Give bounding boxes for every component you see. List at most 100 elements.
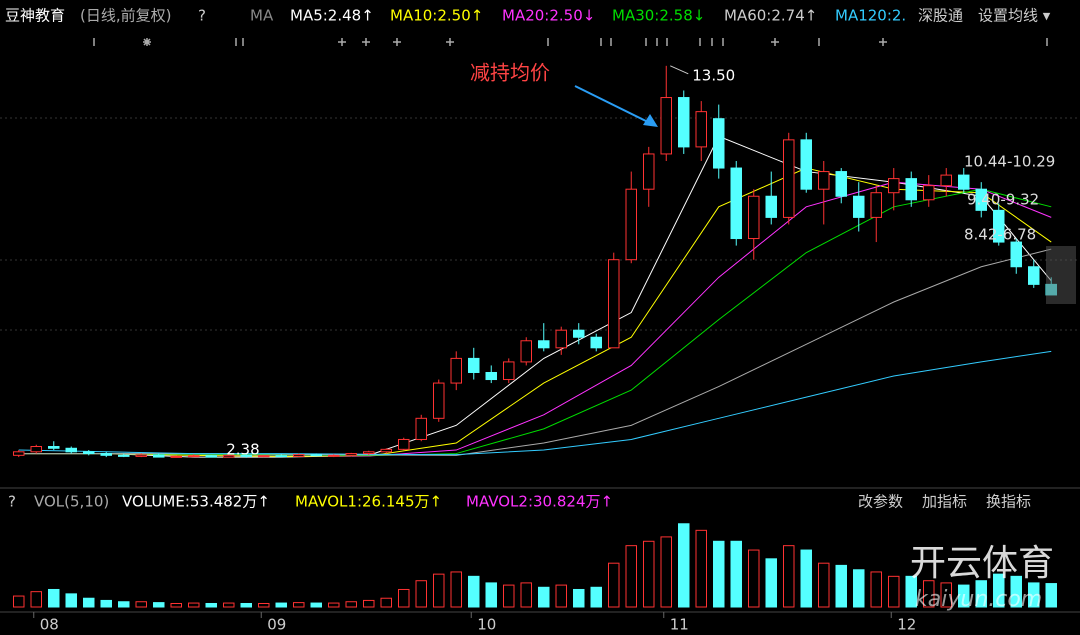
volume-bar <box>905 575 917 608</box>
volume-bar <box>363 599 375 608</box>
marker-row <box>93 38 1048 46</box>
volume-bar <box>48 588 60 608</box>
volume-bar <box>888 575 900 608</box>
annotation-arrow <box>574 85 653 125</box>
ma-line <box>18 350 1052 456</box>
candle-body <box>135 454 147 457</box>
candle-body <box>765 195 777 218</box>
volume-bar <box>1028 582 1040 608</box>
volume-bar <box>660 536 672 608</box>
x-tick-label: 10 <box>477 616 496 634</box>
volume-bar <box>818 562 830 608</box>
volume-bar <box>100 599 112 608</box>
volume-bar <box>65 593 77 608</box>
peak-leader <box>670 65 689 75</box>
candle-body <box>853 195 865 218</box>
volume-bar <box>940 582 952 608</box>
candle-body <box>503 361 515 381</box>
header-item: MA <box>250 7 274 25</box>
candle-body <box>100 453 112 456</box>
candle-body <box>275 455 287 458</box>
volume-bar <box>328 602 340 608</box>
candle-body <box>940 174 952 187</box>
volume-bar <box>398 588 410 608</box>
volume-header-item: ? <box>8 493 16 511</box>
candle-body <box>485 371 497 381</box>
candle-body <box>205 455 217 458</box>
volume-bar <box>590 586 602 608</box>
volume-bar <box>258 602 270 608</box>
volume-bar <box>310 602 322 608</box>
candle-body <box>975 188 987 211</box>
x-tick-label: 08 <box>40 616 59 634</box>
candle-body <box>433 382 445 419</box>
candle-body <box>678 97 690 148</box>
trough-label: 2.38 <box>226 440 259 458</box>
header-item: ? <box>198 7 206 25</box>
header-item: MA120:2. <box>835 7 906 25</box>
candle-body <box>660 97 672 155</box>
candle-body <box>625 188 637 261</box>
candle-body <box>520 340 532 363</box>
volume-header-item: 改参数 <box>858 493 903 511</box>
candle-body <box>905 178 917 201</box>
volume-bar <box>293 602 305 608</box>
volume-header-item: MAVOL1:26.145万↑ <box>295 493 442 511</box>
volume-bar <box>433 573 445 608</box>
range-label: 8.42-6.78 <box>964 226 1036 244</box>
volume-bar <box>853 569 865 608</box>
volume-bar <box>485 582 497 608</box>
annotation-arrowhead <box>643 114 658 127</box>
volume-header-item: 换指标 <box>986 493 1031 511</box>
volume-bar <box>30 591 42 608</box>
x-tick-label: 12 <box>897 616 916 634</box>
candle-body <box>188 455 200 458</box>
volume-header-item: VOLUME:53.482万↑ <box>122 493 270 511</box>
candle-body <box>415 417 427 440</box>
header-item: MA30:2.58↓ <box>612 7 705 25</box>
pending-box <box>1046 246 1076 304</box>
volume-bar <box>223 602 235 608</box>
candle-body <box>835 171 847 197</box>
dotted-lines <box>0 117 1080 331</box>
x-tick-label: 11 <box>670 616 689 634</box>
volume-bar <box>1045 583 1057 608</box>
volume-bar <box>170 602 182 608</box>
volume-bar <box>205 602 217 608</box>
candle-body <box>695 111 707 148</box>
volume-bar <box>765 558 777 608</box>
candle-body <box>468 357 480 373</box>
range-label: 10.44-10.29 <box>964 153 1055 171</box>
volume-bar <box>695 529 707 608</box>
candle-body <box>170 455 182 458</box>
candle-body <box>450 357 462 384</box>
volume-bar <box>975 580 987 608</box>
range-label: 9.40-9.32 <box>967 191 1039 209</box>
candle-body <box>240 454 252 457</box>
candle-body <box>608 259 620 349</box>
volume-bar <box>835 564 847 608</box>
candle-body <box>643 153 655 190</box>
header-item: MA60:2.74↑ <box>724 7 817 25</box>
volume-bar <box>380 597 392 608</box>
annotation: 减持均价 <box>470 61 550 85</box>
volume-bar <box>643 540 655 608</box>
volume-bar <box>730 540 742 608</box>
candle-body <box>13 451 25 456</box>
candle-body <box>363 451 375 455</box>
volume-bar <box>1010 575 1022 608</box>
volume-bar <box>923 580 935 608</box>
volume-bar <box>275 602 287 608</box>
x-tick-label: 09 <box>267 616 286 634</box>
volume-bar <box>573 588 585 608</box>
volume-bar <box>748 549 760 608</box>
candle-body <box>958 174 970 190</box>
header-item: 设置均线 ▾ <box>978 7 1051 25</box>
candle-body <box>223 454 235 458</box>
volume-bar <box>555 584 567 608</box>
volume-bar <box>450 571 462 608</box>
header-item: MA20:2.50↓ <box>502 7 595 25</box>
volume-bar <box>135 601 147 608</box>
